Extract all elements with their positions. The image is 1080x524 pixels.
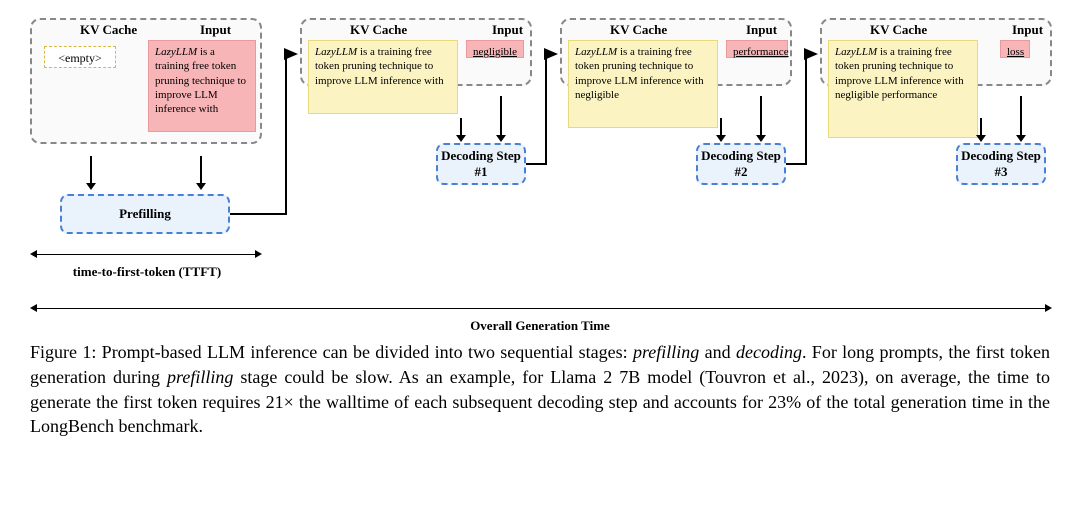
decoding-step-2-box: Decoding Step #2: [696, 143, 786, 185]
decoding-step-3-box: Decoding Step #3: [956, 143, 1046, 185]
decoding-step-1-box: Decoding Step #1: [436, 143, 526, 185]
prefilling-box: Prefilling: [60, 194, 230, 234]
ttft-bar: [36, 254, 256, 255]
diagram-container: KV Cache Input KV Cache Input KV Cache I…: [30, 18, 1050, 298]
kv-box-2: LazyLLM is a training free token pruning…: [568, 40, 718, 128]
input-header-1: Input: [492, 22, 523, 38]
caption-mid1: and: [699, 342, 736, 362]
input-box-1: negligible: [466, 40, 524, 58]
caption-prefix: Figure 1: Prompt-based LLM inference can…: [30, 342, 633, 362]
input-box-3: loss: [1000, 40, 1030, 58]
arrow-down-icon: [500, 96, 502, 136]
arrow-down-icon: [90, 156, 92, 184]
input-box-0: LazyLLM is a training free token pruning…: [148, 40, 256, 132]
arrow-down-icon: [760, 96, 762, 136]
lazyllm-italic-2: LazyLLM: [575, 46, 617, 58]
arrow-down-icon: [720, 118, 722, 136]
overall-label: Overall Generation Time: [410, 318, 670, 334]
lazyllm-italic-3: LazyLLM: [835, 46, 877, 58]
arrow-down-icon: [460, 118, 462, 136]
overall-bar: [36, 308, 1046, 309]
caption-em-prefilling-2: prefilling: [167, 367, 233, 387]
kv-header-2: KV Cache: [610, 22, 667, 38]
arrow-down-icon: [200, 156, 202, 184]
input-header-3: Input: [1012, 22, 1043, 38]
arrow-down-icon: [980, 118, 982, 136]
lazyllm-italic-1: LazyLLM: [315, 46, 357, 58]
input-header-2: Input: [746, 22, 777, 38]
kv-box-3: LazyLLM is a training free token pruning…: [828, 40, 978, 138]
kv-header-1: KV Cache: [350, 22, 407, 38]
input-box-2: performance: [726, 40, 788, 58]
kv-header-3: KV Cache: [870, 22, 927, 38]
caption-em-prefilling-1: prefilling: [633, 342, 699, 362]
input0-lazy: LazyLLM: [155, 46, 197, 58]
figure-caption: Figure 1: Prompt-based LLM inference can…: [30, 340, 1050, 439]
kv-header-0: KV Cache: [80, 22, 137, 38]
input-header-0: Input: [200, 22, 231, 38]
kv-box-1: LazyLLM is a training free token pruning…: [308, 40, 458, 114]
caption-em-decoding: decoding: [736, 342, 802, 362]
ttft-label: time-to-first-token (TTFT): [62, 264, 232, 280]
arrow-down-icon: [1020, 96, 1022, 136]
kv-empty-box: <empty>: [44, 46, 116, 68]
